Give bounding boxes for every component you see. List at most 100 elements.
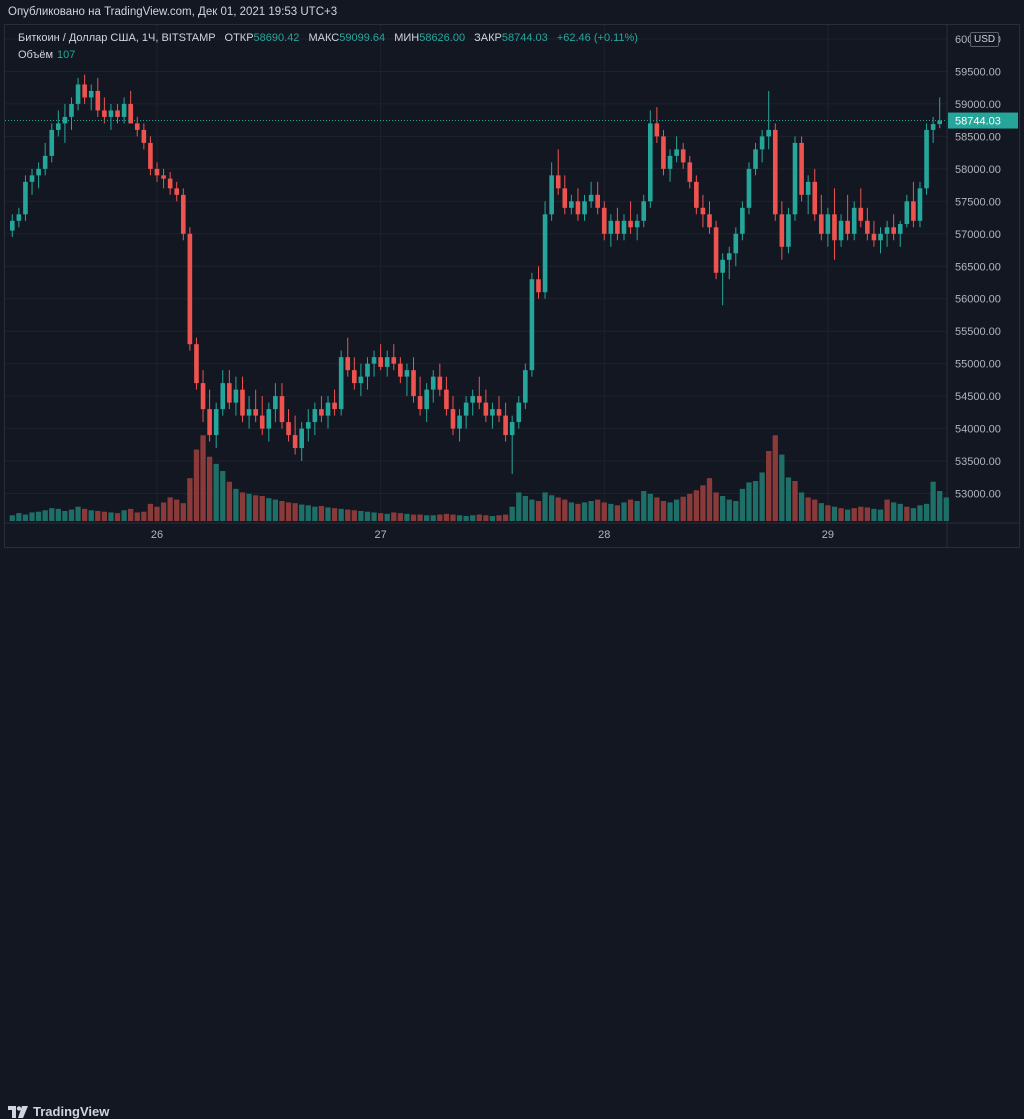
candle-body (88, 90, 94, 98)
volume-bar (627, 499, 634, 521)
volume-bar (792, 481, 798, 521)
volume-bar (95, 511, 101, 521)
currency-button[interactable]: USD (970, 32, 1000, 47)
candle-body (286, 422, 291, 436)
candle-body (740, 207, 745, 234)
volume-bar (35, 511, 42, 521)
candle-body (246, 409, 252, 416)
candle-body (220, 383, 226, 410)
volume-bar (667, 502, 673, 521)
volume-bar (88, 510, 94, 521)
volume-bar (549, 495, 555, 521)
volume-bar (364, 511, 371, 521)
candle-body (273, 396, 278, 410)
candle-body (305, 422, 311, 429)
volume-bar (608, 503, 614, 521)
candle-body (398, 363, 403, 377)
candle-body (555, 175, 561, 189)
candle-body (588, 194, 594, 202)
volume-bar (746, 482, 752, 521)
volume-bar (917, 505, 923, 521)
volume-bar (706, 478, 713, 521)
volume-bar (693, 490, 699, 521)
candle-body (128, 103, 133, 124)
time-axis[interactable]: 2627282930Дек2 (151, 529, 1019, 541)
candle-body (259, 415, 265, 429)
volume-bar (318, 506, 325, 521)
volume-bar (838, 508, 844, 521)
volume-bar (680, 496, 686, 521)
volume-bar (516, 492, 522, 521)
candle-body (95, 90, 101, 111)
price-chart[interactable]: 2627282930Дек2 60000.0059500.0059000.005… (5, 25, 1019, 547)
volume-bar (483, 515, 489, 521)
candle-body (937, 120, 943, 125)
candle-body (865, 220, 870, 234)
price-tick-label: 58000.00 (955, 164, 1001, 176)
volume-bar (417, 514, 423, 521)
candle-body (345, 357, 351, 371)
volume-bar (641, 491, 647, 521)
volume-bar (726, 499, 732, 521)
candle-body (575, 201, 581, 215)
volume-bar (825, 505, 831, 521)
price-axis[interactable]: 60000.0059500.0059000.0058500.0058000.00… (955, 34, 1001, 501)
volume-bar (555, 497, 561, 521)
candle-body (371, 357, 377, 364)
volume-bar (621, 502, 627, 521)
tradingview-logo-icon (8, 1105, 28, 1118)
volume-bar (595, 499, 601, 521)
candle-body (595, 194, 600, 208)
candle-body (292, 435, 298, 449)
candle-body (332, 402, 337, 410)
volume-bar (930, 481, 936, 521)
volume-bar (233, 488, 239, 521)
candle-body (674, 149, 679, 156)
candle-body (319, 409, 324, 416)
volume-bar (108, 512, 114, 521)
volume-bar (49, 508, 55, 521)
volume-bar (733, 501, 739, 521)
candle-body (897, 224, 903, 234)
candle-body (812, 181, 818, 215)
last-price-tag: 58744.03 (948, 112, 1018, 129)
candle-body (529, 279, 535, 371)
candle-body (240, 389, 245, 416)
tradingview-logo[interactable]: TradingView (8, 1104, 109, 1119)
candle-body (549, 175, 554, 215)
change-value: +62.46 (+0.11%) (556, 32, 638, 44)
time-tick-label: 28 (598, 529, 610, 541)
candle-body (536, 279, 541, 293)
candle-body (601, 207, 607, 234)
volume-bar (450, 514, 456, 521)
price-tick-label: 54000.00 (955, 424, 1001, 436)
volume-bar (923, 503, 930, 521)
volume-bar (601, 502, 607, 521)
volume-bar (588, 501, 594, 521)
volume-bar (397, 513, 403, 521)
volume-bar (647, 493, 653, 521)
close-label: ЗАКР (474, 32, 502, 44)
candle-body (726, 253, 732, 260)
volume-bar (259, 496, 265, 521)
candle-body (200, 383, 206, 410)
volume-bar (542, 492, 548, 521)
volume-bar (377, 513, 384, 521)
candle-body (187, 233, 193, 345)
candle-body (911, 201, 916, 221)
volume-bar (871, 508, 877, 521)
last-price-tag-label: 58744.03 (955, 116, 1001, 128)
candle-body (904, 201, 910, 225)
chart-frame[interactable]: 2627282930Дек2 60000.0059500.0059000.005… (4, 24, 1020, 548)
volume-bar (220, 471, 226, 521)
candle-body (358, 376, 364, 384)
volume-bar (312, 506, 318, 521)
candle-body (496, 409, 502, 416)
high-value: 59099.64 (339, 32, 386, 44)
volume-bar (713, 492, 719, 521)
candle-body (148, 142, 153, 169)
time-tick-label: 26 (151, 529, 163, 541)
candle-body (562, 188, 568, 208)
candle-body (207, 409, 212, 436)
low-label: МИН (394, 32, 420, 44)
